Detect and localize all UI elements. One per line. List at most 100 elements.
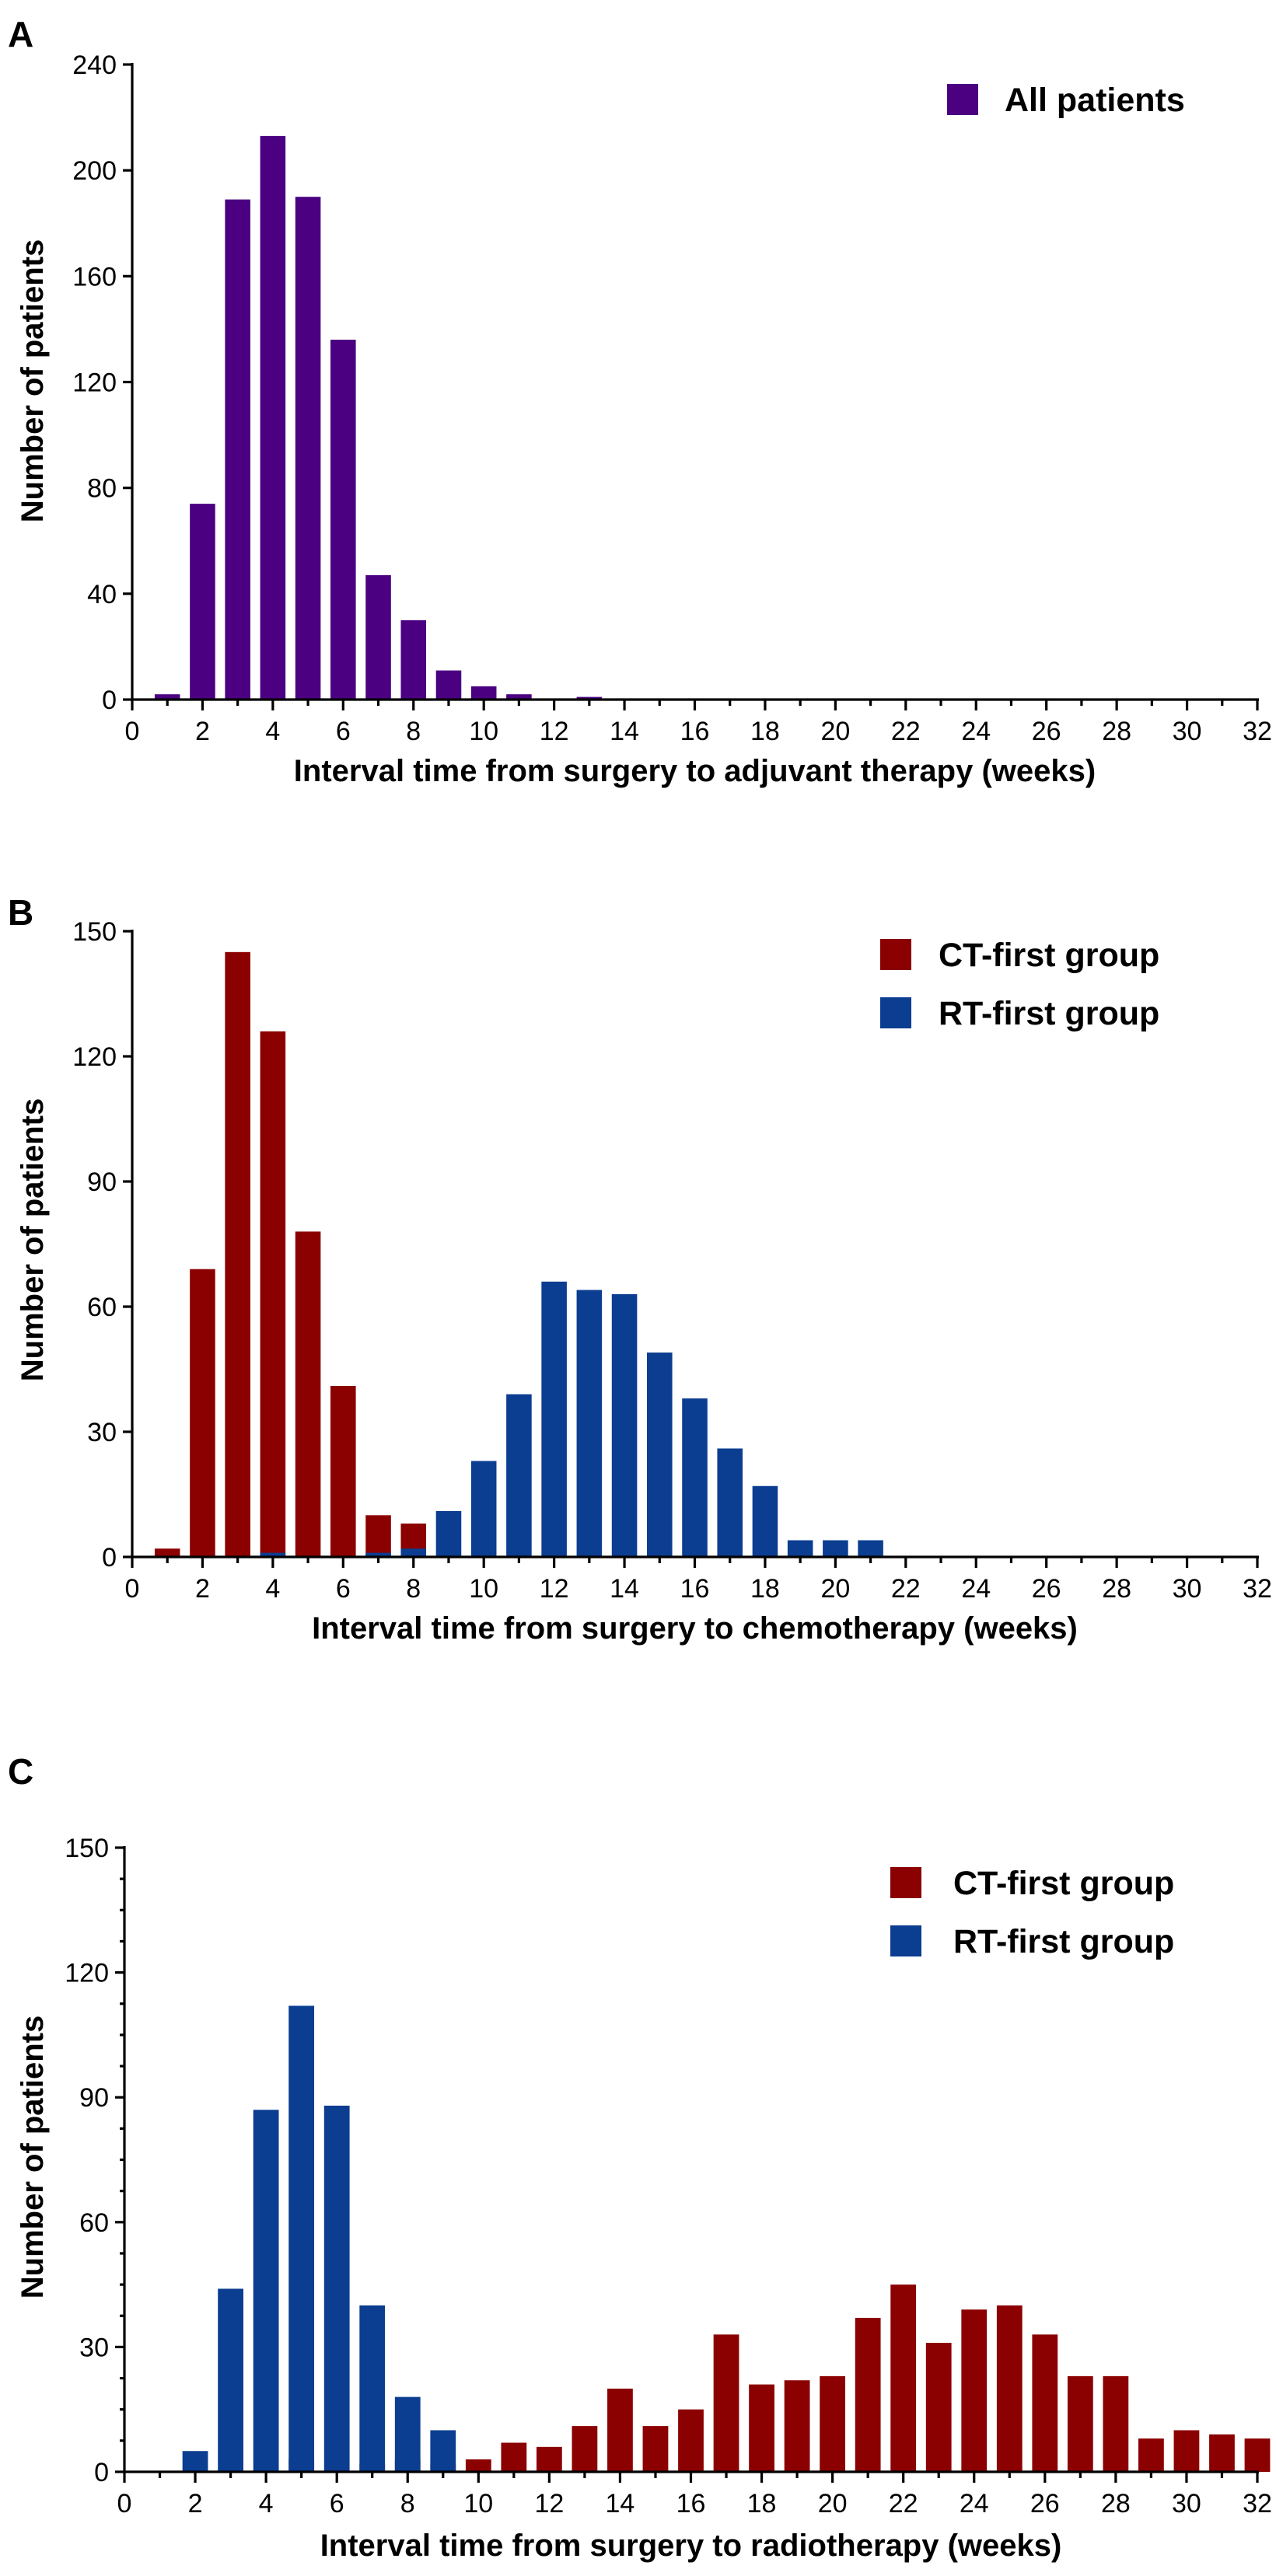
bar [365,1515,391,1557]
y-tick-label: 150 [65,1834,109,1863]
x-tick-label: 0 [117,2489,132,2518]
x-tick-label: 2 [195,1574,210,1604]
y-tick-label: 240 [72,51,117,80]
bar [1067,2375,1093,2472]
x-tick-label: 12 [540,717,569,746]
x-tick-label: 32 [1243,2489,1272,2518]
bar [678,2409,704,2472]
panel-letter: C [8,1751,33,1792]
x-tick-label: 26 [1030,2489,1060,2518]
y-tick-label: 40 [87,580,117,609]
bar [576,1290,603,1557]
bar [858,1540,883,1557]
bar [784,2380,810,2472]
x-tick-label: 10 [469,717,498,746]
x-tick-label: 10 [463,2489,493,2518]
x-tick-label: 28 [1102,1574,1131,1604]
legend-label: RT-first group [953,1923,1174,1960]
x-tick-label: 24 [960,2489,989,2518]
x-tick-label: 6 [336,717,351,746]
x-tick-label: 10 [469,1574,498,1604]
x-tick-label: 4 [265,1574,280,1604]
y-tick-label: 150 [72,917,117,947]
x-tick-label: 20 [820,717,850,746]
y-tick-label: 90 [79,2083,109,2113]
bar [295,197,321,700]
x-tick-label: 32 [1243,1574,1272,1604]
x-tick-label: 22 [889,2489,918,2518]
legend-label: RT-first group [939,995,1159,1032]
x-tick-label: 24 [961,717,991,746]
bar [925,2343,952,2472]
bar [394,2396,421,2472]
bar [190,504,215,700]
y-tick-label: 0 [94,2458,109,2487]
y-tick-label: 120 [72,1042,117,1072]
legend-label: All patients [1005,82,1185,119]
bar [470,686,497,700]
bar-series-2 [182,2005,456,2472]
y-tick-label: 120 [65,1959,109,1988]
legend-swatch [890,1867,921,1898]
legend: All patients [947,82,1185,119]
bar [611,1293,638,1557]
x-tick-label: 28 [1102,717,1131,746]
bar [823,1540,848,1557]
bar [501,2442,527,2472]
legend: CT-first group RT-first group [890,1865,1174,1960]
y-tick-label: 160 [72,262,117,291]
bar [330,340,356,700]
bar [359,2305,386,2472]
x-tick-label: 22 [891,1574,921,1604]
bar [576,696,603,700]
bar [1209,2434,1235,2472]
x-tick-label: 0 [125,1574,140,1604]
x-tick-label: 16 [680,717,710,746]
y-tick-label: 0 [102,1543,117,1572]
bar [400,1548,427,1557]
y-axis-title: Number of patients [16,2016,50,2299]
bar [607,2388,633,2472]
bar [190,1269,215,1557]
x-tick-label: 12 [540,1574,569,1604]
bar [717,1448,743,1557]
x-tick-label: 26 [1032,1574,1061,1604]
x-tick-label: 14 [610,1574,639,1604]
x-tick-label: 18 [747,2489,777,2518]
legend-swatch [947,84,978,115]
x-tick-label: 20 [818,2489,848,2518]
bar [435,670,462,700]
bar [642,2426,669,2472]
bar [961,2309,988,2472]
bar [506,1394,532,1557]
y-tick-label: 200 [72,156,117,186]
bar [470,1461,497,1557]
x-tick-label: 2 [188,2489,203,2518]
bar-series-1 [154,135,603,700]
x-tick-label: 4 [259,2489,274,2518]
legend-label: CT-first group [953,1865,1174,1902]
bar [253,2110,279,2472]
x-tick-label: 0 [125,717,140,746]
bar [225,951,250,1557]
bar [288,2005,315,2472]
bar [787,1540,813,1557]
y-tick-label: 0 [102,686,117,715]
bar [465,2459,491,2472]
x-tick-label: 2 [195,717,210,746]
x-tick-label: 6 [336,1574,351,1604]
y-tick-label: 80 [87,474,117,504]
bar-series-2 [260,1281,883,1557]
legend-swatch [890,1925,921,1956]
x-tick-label: 18 [750,717,780,746]
y-axis-title: Number of patients [16,1098,50,1381]
x-tick-label: 4 [265,717,280,746]
x-axis-title: Interval time from surgery to adjuvant t… [294,754,1096,788]
bar [890,2285,917,2472]
x-tick-label: 16 [680,1574,710,1604]
bar [154,694,180,700]
y-axis-title: Number of patients [16,239,50,522]
bar [260,1031,286,1557]
bar [713,2334,739,2472]
